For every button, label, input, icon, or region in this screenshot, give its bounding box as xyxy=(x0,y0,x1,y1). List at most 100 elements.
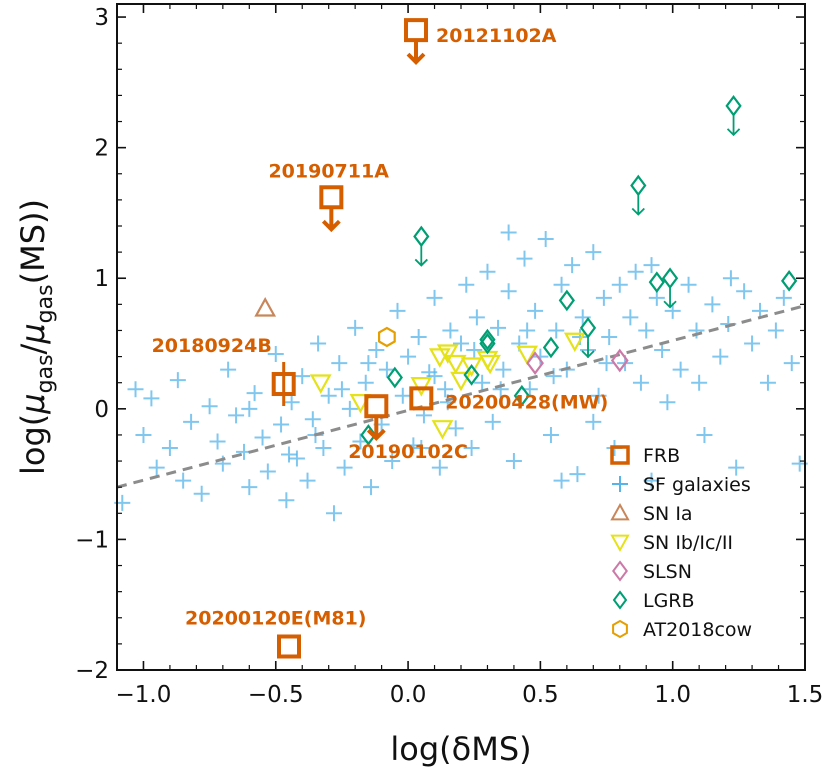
sn-cc-point xyxy=(410,377,433,397)
slsn-point xyxy=(610,348,629,373)
sf-galaxy-point xyxy=(492,381,509,398)
lgrb-point xyxy=(479,332,496,355)
sf-galaxy-point xyxy=(775,289,792,306)
lgrb-point xyxy=(780,270,798,292)
x-axis-label: log(δMS) xyxy=(390,730,531,768)
sf-galaxy-point xyxy=(281,446,297,463)
sf-galaxy-point xyxy=(405,437,422,454)
legend-entry: SN Ib/Ic/II xyxy=(610,532,733,554)
sf-galaxy-point xyxy=(728,459,745,476)
legend-label: SN Ib/Ic/II xyxy=(643,532,733,554)
sf-galaxy-point xyxy=(744,335,761,352)
sf-galaxy-point xyxy=(304,411,321,428)
sf-galaxy-point xyxy=(294,368,311,385)
frb-point xyxy=(409,386,434,411)
sf-galaxy-point xyxy=(548,322,565,339)
sf-galaxy-point xyxy=(704,296,721,313)
sf-galaxy-point xyxy=(519,322,536,339)
sf-galaxy-point xyxy=(273,416,290,433)
sn-cc-point xyxy=(309,374,332,394)
sf-galaxy-point xyxy=(310,335,327,352)
sf-galaxy-point xyxy=(598,355,615,372)
x-tick-label: −1.0 xyxy=(116,682,172,708)
sf-galaxy-point xyxy=(611,276,628,293)
sf-galaxy-point xyxy=(585,413,602,430)
sf-galaxy-point xyxy=(259,463,276,480)
legend-entry: LGRB xyxy=(612,590,695,612)
sn-ia-point xyxy=(254,297,277,317)
sf-galaxy-point xyxy=(553,472,570,489)
sn-cc-point xyxy=(479,354,501,375)
lgrb-point xyxy=(542,336,560,359)
sf-galaxy-point xyxy=(722,270,739,287)
frb-label: 20121102A xyxy=(436,25,557,47)
sf-galaxy-point xyxy=(315,440,332,456)
frb-point xyxy=(364,394,389,442)
legend-label: SN Ia xyxy=(643,503,693,525)
sf-galaxy-point xyxy=(400,348,417,365)
frb-label: 20190711A xyxy=(268,160,389,182)
sf-galaxy-point xyxy=(601,329,618,345)
sn-cc-point xyxy=(516,345,539,366)
legend-entry: SF galaxies xyxy=(612,474,751,496)
sf-galaxy-point xyxy=(288,450,305,467)
sf-galaxy-point xyxy=(241,400,258,417)
sf-galaxy-point xyxy=(516,250,533,267)
frb-label: 20190102C xyxy=(348,441,468,463)
sf-galaxy-point xyxy=(228,407,245,424)
sf-galaxy-point xyxy=(283,394,300,411)
sf-galaxy-point xyxy=(643,257,660,274)
sf-galaxy-point xyxy=(439,394,456,411)
sf-galaxy-point xyxy=(643,472,660,489)
sn-cc-point xyxy=(460,357,483,377)
sf-galaxy-point xyxy=(553,276,570,293)
legend-label: SLSN xyxy=(643,561,692,583)
lgrb-point xyxy=(630,174,647,216)
sf-galaxy-point xyxy=(564,257,581,274)
sf-galaxy-point xyxy=(389,302,406,319)
x-tick-label: 0.0 xyxy=(390,682,427,708)
sf-galaxy-point xyxy=(458,276,475,293)
x-tick-label: −0.5 xyxy=(248,682,304,708)
legend-entry: SLSN xyxy=(612,560,692,583)
sf-galaxy-point xyxy=(479,263,496,280)
sf-galaxy-point xyxy=(357,374,374,391)
sf-galaxy-point xyxy=(585,244,602,261)
sf-galaxy-point xyxy=(246,385,263,402)
sf-galaxy-point xyxy=(466,342,483,359)
frb-label: 20200428(MW) xyxy=(445,391,608,413)
legend-entry: SN Ia xyxy=(610,502,693,525)
sf-galaxy-point xyxy=(505,453,522,470)
lgrb-point xyxy=(648,271,665,293)
sf-galaxy-point xyxy=(254,429,271,446)
lgrb-point xyxy=(661,267,679,309)
slsn-point xyxy=(526,351,544,375)
y-tick-label: 1 xyxy=(94,266,109,292)
sf-galaxy-point xyxy=(378,361,395,378)
frb-point xyxy=(277,634,301,659)
legend-entry: AT2018cow xyxy=(612,619,752,641)
frb-label: 20200120E(M81) xyxy=(185,607,366,629)
x-tick-label: 1.0 xyxy=(654,682,691,708)
legend: FRB SF galaxies SN Ia SN Ib/Ic/II SLSN LGRB AT… xyxy=(610,445,752,641)
sf-galaxy-point xyxy=(220,361,237,378)
sn-cc-point xyxy=(444,354,467,375)
y-axis-label: log(μgas/μgas(MS)) xyxy=(14,199,58,475)
sf-galaxy-point xyxy=(394,387,411,404)
sf-galaxy-point xyxy=(574,309,591,326)
y-tick-label: 0 xyxy=(94,397,109,423)
lgrb-point xyxy=(725,95,742,137)
sf-galaxy-point xyxy=(447,420,464,437)
sf-galaxy-point xyxy=(299,472,316,489)
sn-cc-point xyxy=(431,420,454,440)
y-tick-label: −2 xyxy=(75,658,109,684)
legend-label: AT2018cow xyxy=(643,619,752,641)
sf-galaxy-point xyxy=(431,459,448,476)
lgrb-point xyxy=(558,289,575,312)
sf-galaxy-point xyxy=(495,361,512,378)
sf-galaxy-point xyxy=(267,345,284,362)
x-tick-label: 0.5 xyxy=(522,682,559,708)
sf-galaxy-point xyxy=(680,276,697,293)
sf-galaxy-point xyxy=(278,492,295,509)
